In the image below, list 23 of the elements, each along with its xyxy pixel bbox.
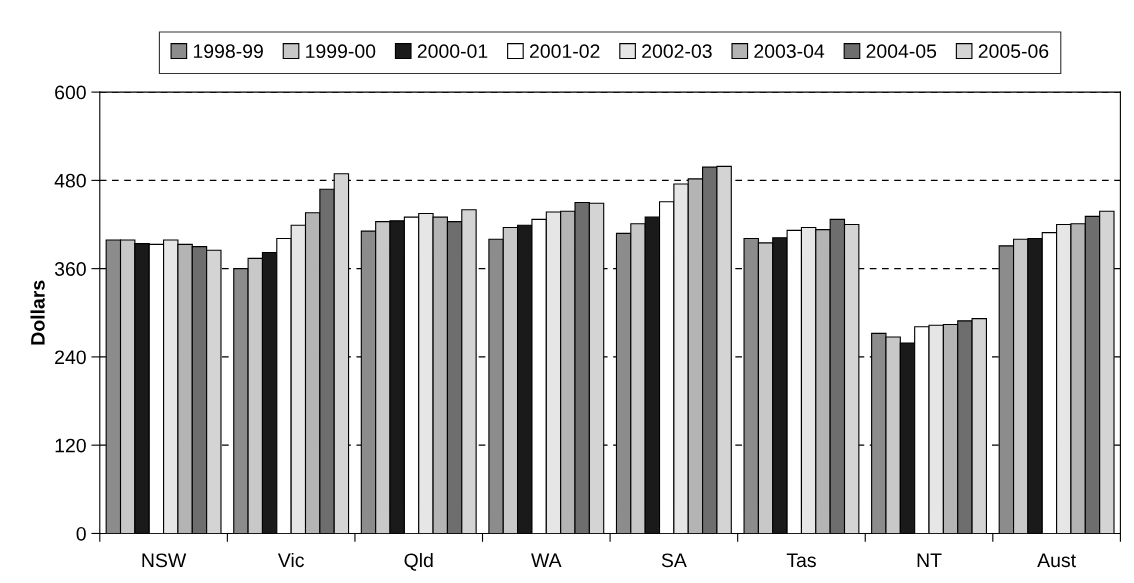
legend-label: 2005-06	[978, 44, 1049, 59]
y-tick-label: 240	[55, 350, 86, 365]
x-tick-label: Qld	[404, 552, 433, 571]
legend-label: 1998-99	[193, 44, 263, 59]
legend-label: 2001-02	[530, 44, 600, 59]
x-tick-label: NSW	[142, 553, 187, 568]
x-tick-label: WA	[531, 553, 562, 567]
y-tick-label: 120	[55, 438, 86, 453]
x-tick-label: Vic	[277, 552, 304, 568]
y-tick-label: 480	[54, 173, 86, 188]
legend-label: 2003-04	[754, 44, 825, 59]
x-tick-label: Aust	[1037, 553, 1076, 568]
y-tick-label: 360	[54, 262, 86, 276]
y-tick-label: 0	[76, 526, 86, 541]
legend-label: 2002-03	[642, 44, 712, 59]
legend-label: 2004-05	[866, 44, 937, 59]
legend-label: 2000-01	[417, 44, 488, 59]
x-tick-label: SA	[661, 553, 687, 568]
legend-label: 1999-00	[306, 44, 376, 59]
y-tick-label: 600	[55, 85, 86, 100]
y-axis-title: Dollars	[30, 280, 45, 345]
x-tick-label: Tas	[786, 553, 816, 568]
x-tick-label: NT	[917, 553, 942, 567]
